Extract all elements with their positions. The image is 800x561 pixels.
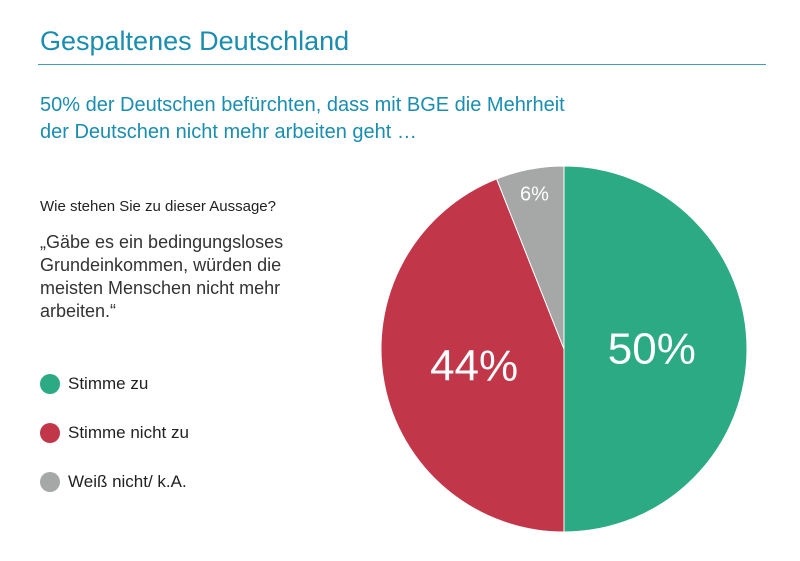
pie-slice-agree <box>563 165 748 533</box>
chart-title: Gespaltenes Deutschland <box>40 26 350 56</box>
subtitle-line-1: 50% der Deutschen befürchten, dass mit B… <box>40 94 565 116</box>
pie-label-agree: 50% <box>608 325 696 374</box>
title-divider <box>38 64 766 65</box>
legend-label-agree: Stimme zu <box>68 374 149 393</box>
pie-slice-unknown <box>495 165 565 350</box>
pie-label-unknown: 6% <box>520 183 549 205</box>
legend-dot-agree <box>40 374 60 394</box>
subtitle-line-2: der Deutschen nicht mehr arbeiten geht … <box>40 121 417 143</box>
chart-subtitle: 50% der Deutschen befürchten, dass mit B… <box>40 92 565 146</box>
statement-line-3: meisten Menschen nicht mehr <box>40 278 281 298</box>
survey-question: Wie stehen Sie zu dieser Aussage? <box>40 198 276 215</box>
statement-line-4: arbeiten.“ <box>40 301 117 321</box>
legend-label-unknown: Weiß nicht/ k.A. <box>68 472 187 491</box>
pie-label-disagree: 44% <box>430 342 518 391</box>
legend-dot-unknown <box>40 472 60 492</box>
legend-dot-disagree <box>40 423 60 443</box>
statement-line-2: Grundeinkommen, würden die <box>40 255 282 275</box>
pie-slice-disagree <box>380 178 565 533</box>
statement-line-1: „Gäbe es ein bedingungsloses <box>40 232 284 252</box>
legend-label-disagree: Stimme nicht zu <box>68 423 189 442</box>
survey-statement: „Gäbe es ein bedingungsloses Grundeinkom… <box>40 231 283 323</box>
